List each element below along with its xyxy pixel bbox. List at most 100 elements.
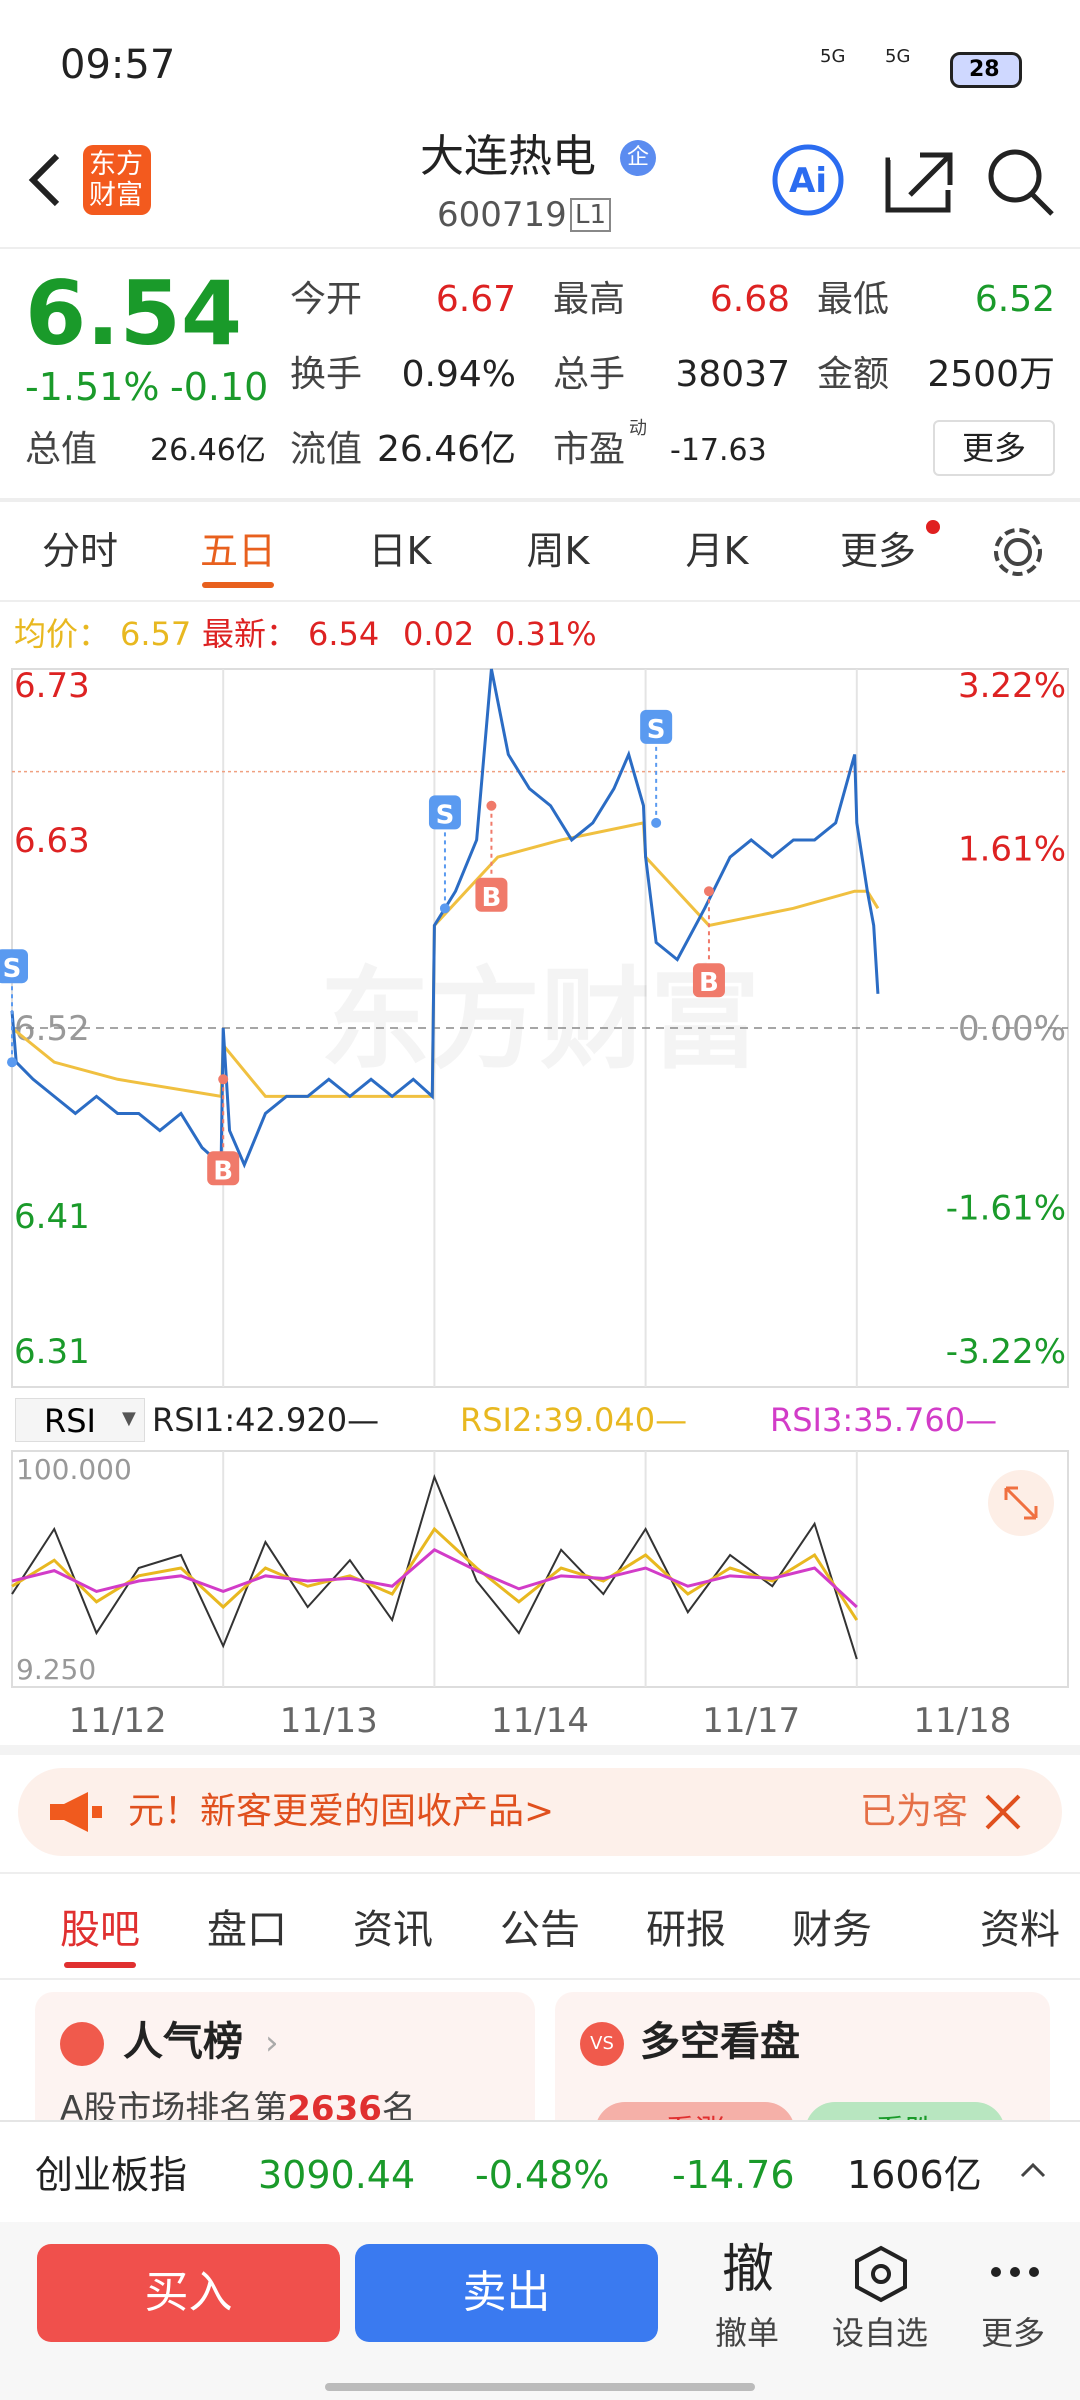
banner-right: 已为客: [860, 1791, 969, 1832]
ticker[interactable]: 创业板指 3090.44 -0.48% -14.76 1606亿: [0, 2120, 1080, 2224]
more-button[interactable]: 更多: [933, 420, 1055, 476]
action-bar: 买入 卖出 撤 撤单 设自选 更多: [0, 2222, 1080, 2400]
badge: 企: [620, 140, 656, 176]
tab[interactable]: 分时: [41, 529, 118, 573]
home-indicator: [325, 2383, 755, 2391]
marker-box: [207, 1151, 240, 1186]
tab-underline: [64, 1962, 136, 1968]
badge-dot: [926, 520, 940, 534]
rsi-legend: RSI1:42.920—: [152, 1401, 380, 1439]
field-value: 26.46亿: [376, 429, 516, 470]
field-value: -17.63: [670, 433, 767, 468]
buy[interactable]: 买入: [37, 2244, 340, 2342]
cancel-icon[interactable]: 撤: [722, 2240, 775, 2300]
y-tick-label: 6.41: [14, 1197, 90, 1237]
x-tick-label: 11/14: [491, 1701, 589, 1741]
y2-tick-label: 3.22%: [958, 668, 1066, 706]
trade-point: [7, 1057, 17, 1068]
divider: [0, 600, 1080, 602]
x-tick-label: 11/12: [68, 1701, 167, 1741]
tab[interactable]: 财务: [792, 1907, 872, 1953]
trade-point: [651, 817, 662, 828]
index-pct: -0.48%: [475, 2153, 610, 2197]
back[interactable]: [25, 150, 65, 210]
card-icon: [60, 2022, 104, 2066]
rsi-selector[interactable]: RSI: [15, 1398, 145, 1442]
level: L1: [570, 198, 612, 232]
trade-point: [486, 800, 497, 811]
rsi-legend: RSI2:39.040—: [460, 1401, 688, 1439]
banner[interactable]: 元！新客更爱的固收产品> 已为客: [18, 1768, 1062, 1856]
field-value: 2500万: [927, 354, 1055, 395]
settings[interactable]: [988, 522, 1048, 582]
tab[interactable]: 日K: [368, 529, 432, 573]
card-icon: VS: [580, 2022, 624, 2066]
rsi-line: [11, 1473, 858, 1660]
index-amount: 1606亿: [847, 2153, 982, 2197]
chevron: ›: [265, 2023, 279, 2063]
price: 6.54: [25, 262, 243, 365]
tab[interactable]: 股吧: [60, 1907, 140, 1953]
svg-text:Ai: Ai: [789, 161, 827, 201]
tab[interactable]: 研报: [646, 1907, 726, 1953]
close[interactable]: [983, 1792, 1023, 1832]
cancel[interactable]: 撤单: [715, 2314, 780, 2352]
price-line: [10, 668, 880, 1169]
divider: [0, 1872, 1080, 1874]
marker-box: [475, 877, 508, 912]
y-tick-label: 6.63: [14, 821, 90, 861]
index-value: 3090.44: [258, 2153, 416, 2197]
tab[interactable]: 月K: [685, 529, 749, 573]
marker-label: B: [699, 968, 719, 998]
field-label: 金额: [817, 354, 890, 395]
tab[interactable]: 资讯: [353, 1907, 433, 1953]
marker-box: [640, 709, 673, 744]
dropdown: ▼: [122, 1408, 136, 1429]
x-tick-label: 11/18: [913, 1701, 1012, 1741]
y2-tick-label: 0.00%: [958, 1009, 1066, 1049]
tab[interactable]: 五日: [199, 529, 276, 573]
tab[interactable]: 更多: [839, 529, 916, 573]
tab[interactable]: 资料: [980, 1907, 1060, 1953]
rsi-legend: RSI3:35.760—: [770, 1401, 998, 1439]
sell[interactable]: 卖出: [355, 2244, 658, 2342]
x-tick-label: 11/17: [702, 1701, 801, 1741]
card-title: 人气榜: [123, 2019, 243, 2065]
logo-text: 财富: [89, 180, 143, 211]
more[interactable]: 更多: [981, 2314, 1046, 2352]
divider: [0, 498, 1080, 502]
legend-change: 0.02: [403, 615, 475, 653]
logo: 东方 财富: [83, 145, 151, 215]
rsi-tick-label: 9.250: [16, 1653, 96, 1686]
more-icon[interactable]: [988, 2262, 1042, 2282]
divider: [0, 1745, 1080, 1755]
logo-text: 东方: [89, 149, 143, 180]
network: 5G: [885, 46, 911, 67]
tab[interactable]: 公告: [500, 1907, 580, 1953]
expand[interactable]: [986, 1468, 1056, 1538]
avg-line: [11, 821, 880, 1099]
tab[interactable]: 周K: [526, 529, 590, 573]
change: -0.10: [170, 365, 269, 409]
watch[interactable]: 设自选: [832, 2314, 929, 2352]
rsi-line: [11, 1526, 859, 1621]
y2-tick-label: 1.61%: [958, 830, 1066, 870]
field-value: 26.46亿: [150, 433, 266, 468]
watch-icon[interactable]: [853, 2244, 909, 2304]
banner-text: 元！新客更爱的固收产品>: [128, 1791, 555, 1832]
header-icons[interactable]: Ai: [770, 140, 1060, 220]
stock-name: 大连热电: [420, 131, 596, 182]
change-pct: -1.51%: [25, 365, 160, 409]
field-sup: 动: [629, 418, 647, 439]
battery-level: 28: [969, 57, 1000, 82]
caret[interactable]: [1018, 2160, 1048, 2180]
index-change: -14.76: [672, 2153, 795, 2197]
field-value: 6.68: [709, 279, 790, 320]
marker-label: B: [213, 1156, 233, 1186]
tab[interactable]: 盘口: [207, 1907, 287, 1953]
rsi-line: [11, 1548, 858, 1609]
field-value: 38037: [675, 354, 790, 395]
trade-point: [439, 903, 450, 914]
